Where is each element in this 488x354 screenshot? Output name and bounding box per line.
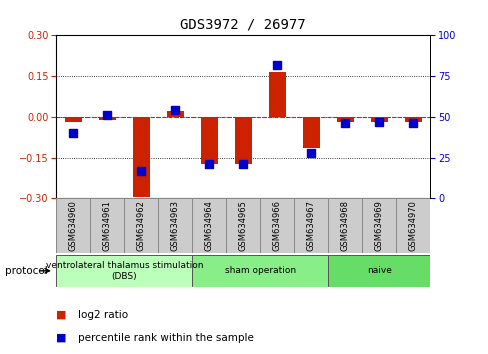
Text: GSM634963: GSM634963 bbox=[170, 200, 180, 251]
Bar bbox=[302, 117, 319, 148]
Bar bbox=[226, 198, 260, 253]
Bar bbox=[99, 117, 116, 120]
Bar bbox=[370, 117, 387, 122]
Text: GSM634965: GSM634965 bbox=[238, 200, 247, 251]
Point bbox=[137, 168, 145, 173]
Bar bbox=[268, 72, 285, 117]
Text: log2 ratio: log2 ratio bbox=[78, 310, 128, 320]
Bar bbox=[327, 255, 429, 287]
Point bbox=[205, 161, 213, 167]
Text: GSM634960: GSM634960 bbox=[69, 200, 78, 251]
Bar bbox=[192, 255, 327, 287]
Bar bbox=[327, 198, 362, 253]
Bar bbox=[260, 198, 294, 253]
Point bbox=[69, 130, 77, 136]
Point bbox=[375, 119, 383, 125]
Text: GSM634966: GSM634966 bbox=[272, 200, 281, 251]
Text: GSM634969: GSM634969 bbox=[374, 200, 383, 251]
Text: GSM634962: GSM634962 bbox=[137, 200, 145, 251]
Bar bbox=[166, 112, 183, 117]
Bar bbox=[124, 198, 158, 253]
Bar bbox=[132, 117, 149, 197]
Text: ■: ■ bbox=[56, 333, 70, 343]
Text: GSM634968: GSM634968 bbox=[340, 200, 349, 251]
Title: GDS3972 / 26977: GDS3972 / 26977 bbox=[180, 17, 305, 32]
Point bbox=[408, 120, 416, 126]
Text: percentile rank within the sample: percentile rank within the sample bbox=[78, 333, 254, 343]
Point bbox=[307, 150, 315, 155]
Text: naive: naive bbox=[366, 266, 391, 275]
Bar bbox=[201, 117, 217, 164]
Text: protocol: protocol bbox=[5, 266, 47, 276]
Point bbox=[273, 62, 281, 68]
Bar bbox=[294, 198, 327, 253]
Bar bbox=[362, 198, 395, 253]
Point bbox=[171, 108, 179, 113]
Bar bbox=[158, 198, 192, 253]
Text: GSM634961: GSM634961 bbox=[102, 200, 112, 251]
Point bbox=[103, 112, 111, 118]
Bar bbox=[56, 198, 90, 253]
Bar bbox=[404, 117, 421, 122]
Point bbox=[341, 120, 348, 126]
Bar bbox=[56, 255, 192, 287]
Bar bbox=[90, 198, 124, 253]
Bar bbox=[192, 198, 226, 253]
Point bbox=[239, 161, 246, 167]
Text: GSM634970: GSM634970 bbox=[408, 200, 417, 251]
Text: sham operation: sham operation bbox=[224, 266, 295, 275]
Bar bbox=[234, 117, 251, 164]
Bar bbox=[64, 117, 81, 122]
Text: GSM634967: GSM634967 bbox=[306, 200, 315, 251]
Bar bbox=[395, 198, 429, 253]
Text: ■: ■ bbox=[56, 310, 70, 320]
Text: ventrolateral thalamus stimulation
(DBS): ventrolateral thalamus stimulation (DBS) bbox=[45, 261, 203, 280]
Text: GSM634964: GSM634964 bbox=[204, 200, 213, 251]
Bar bbox=[336, 117, 353, 122]
